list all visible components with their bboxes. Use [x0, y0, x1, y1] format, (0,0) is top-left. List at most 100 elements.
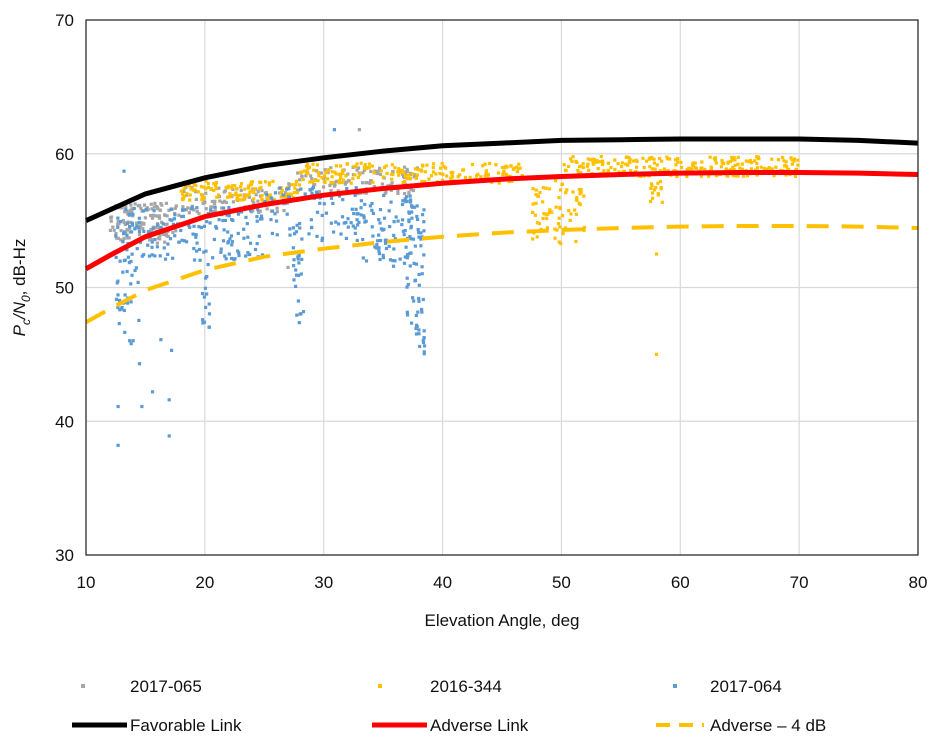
data-point: [774, 165, 778, 169]
data-point: [337, 181, 341, 185]
data-point: [576, 168, 580, 173]
data-point: [273, 212, 277, 216]
data-point: [197, 225, 201, 229]
data-point: [322, 202, 326, 206]
data-point: [127, 212, 131, 216]
data-point: [150, 207, 154, 211]
data-point: [767, 166, 771, 170]
data-point: [296, 257, 300, 261]
data-point: [231, 218, 235, 223]
data-point: [333, 180, 337, 185]
data-point: [226, 186, 230, 190]
data-point: [153, 254, 157, 258]
data-point: [226, 240, 231, 244]
data-point: [310, 191, 314, 195]
data-point: [555, 228, 559, 232]
data-point: [235, 187, 239, 191]
data-point: [340, 215, 345, 219]
data-point: [166, 252, 170, 257]
data-point: [121, 239, 125, 244]
data-point: [239, 193, 243, 197]
data-point: [384, 246, 389, 251]
data-point: [299, 272, 303, 276]
data-point: [412, 299, 416, 303]
data-point: [207, 312, 212, 316]
data-point: [379, 227, 383, 231]
data-point: [483, 174, 487, 178]
data-point: [112, 228, 116, 232]
data-point: [789, 156, 793, 160]
data-point: [202, 224, 207, 228]
data-point: [128, 208, 132, 212]
data-point: [208, 221, 212, 225]
data-point: [407, 173, 411, 177]
data-point: [368, 204, 372, 208]
legend-item-adverse-link: Adverse Link: [372, 716, 529, 735]
data-point: [417, 332, 421, 336]
data-point: [359, 206, 363, 210]
data-point: [574, 239, 578, 244]
data-point: [299, 187, 303, 191]
data-point: [463, 175, 468, 180]
data-point: [420, 163, 425, 167]
data-point: [221, 200, 225, 205]
data-point: [691, 163, 695, 168]
series-line-adverse-4-db: [85, 224, 919, 325]
data-point: [118, 220, 123, 224]
data-point: [132, 206, 136, 210]
data-point: [361, 237, 365, 242]
data-point: [353, 193, 357, 197]
data-point: [117, 322, 121, 326]
data-point: [400, 202, 405, 207]
data-point: [650, 183, 654, 188]
y-axis-label-sub1: c: [19, 319, 33, 325]
data-point: [359, 213, 363, 217]
data-point: [116, 219, 120, 224]
data-point: [602, 169, 606, 173]
data-point: [486, 172, 490, 177]
data-point: [297, 183, 302, 187]
data-point: [204, 179, 208, 183]
data-point: [557, 196, 561, 200]
data-point: [312, 168, 316, 172]
data-point: [313, 183, 317, 187]
data-point: [252, 201, 256, 205]
data-point: [422, 352, 426, 356]
data-point: [238, 185, 243, 189]
data-point: [252, 190, 256, 195]
data-point: [263, 199, 267, 204]
data-point: [157, 216, 162, 220]
data-point: [548, 208, 552, 212]
data-point: [541, 186, 545, 190]
data-point: [377, 249, 381, 253]
data-point: [613, 158, 617, 162]
data-point: [786, 167, 790, 172]
y-tick-labels: 30 40 50 60 70: [55, 11, 74, 565]
data-point: [358, 172, 362, 177]
data-point: [422, 329, 426, 333]
data-point: [565, 188, 569, 192]
data-point: [294, 179, 299, 183]
data-point: [225, 213, 229, 217]
data-point: [420, 265, 424, 269]
data-point: [212, 188, 216, 192]
data-point: [356, 211, 360, 216]
data-point: [420, 272, 424, 276]
data-point: [434, 172, 438, 176]
data-point: [391, 169, 395, 174]
data-point: [413, 244, 417, 248]
legend-item-2017-065: 2017-065: [81, 677, 202, 696]
data-point: [325, 170, 329, 174]
data-point: [367, 162, 372, 166]
data-point: [770, 157, 774, 161]
data-point: [153, 201, 157, 206]
data-point: [133, 227, 137, 231]
data-point: [626, 163, 630, 167]
data-point: [531, 202, 535, 206]
data-point: [730, 158, 734, 162]
data-point: [733, 158, 737, 162]
data-point: [357, 220, 361, 225]
data-point: [362, 216, 366, 220]
data-point: [239, 182, 244, 186]
data-point: [588, 158, 592, 162]
